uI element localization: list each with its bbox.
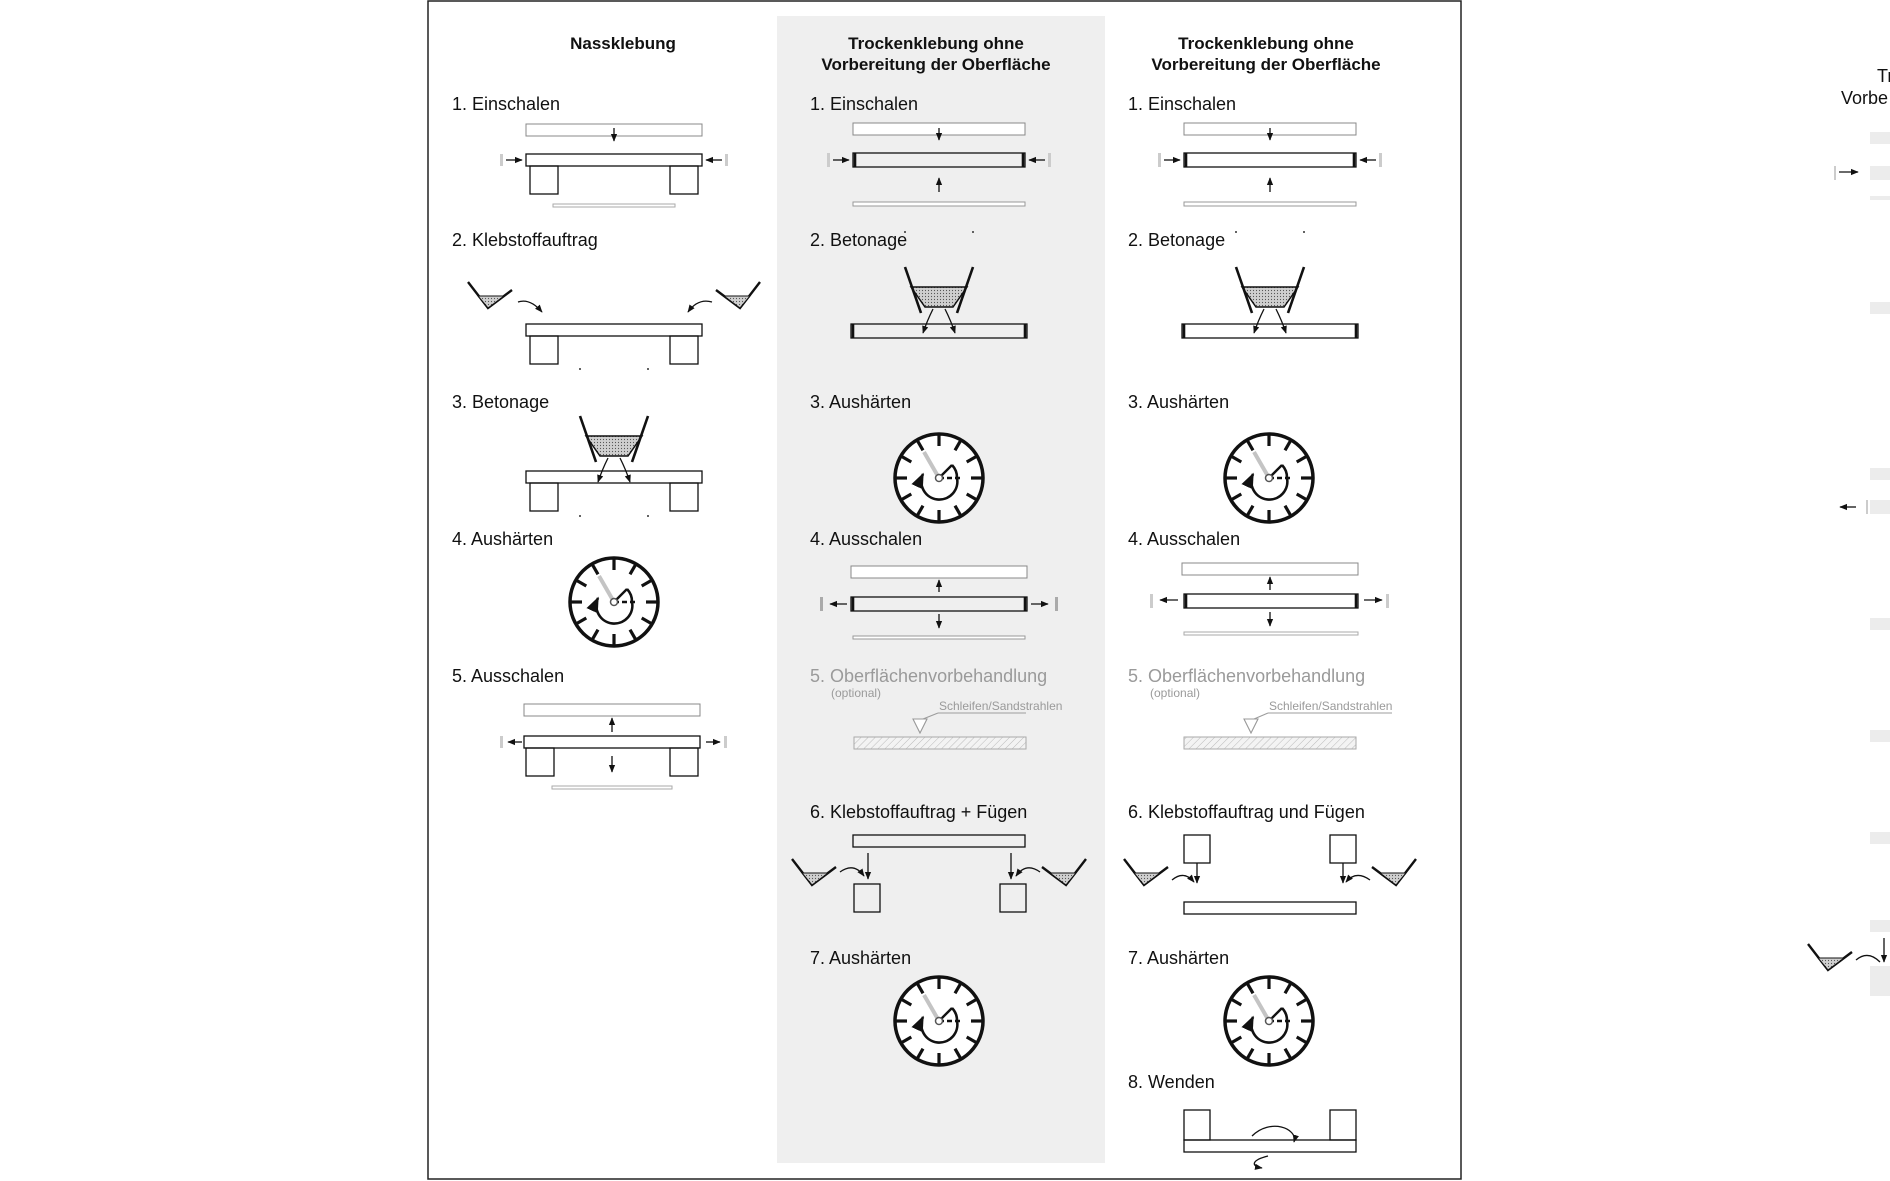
- concrete-pour-icon: [850, 231, 1028, 339]
- step-label: 3. Betonage: [452, 392, 549, 412]
- step-label: 2. Betonage: [810, 230, 907, 250]
- column-title: Nassklebung: [570, 34, 676, 53]
- clock-icon: [1225, 434, 1313, 522]
- step-label: 4. Ausschalen: [1128, 529, 1240, 549]
- step-label: 8. Wenden: [1128, 1072, 1215, 1092]
- flip-icon: [1183, 1109, 1357, 1170]
- step-note: (optional): [1150, 686, 1200, 700]
- cropped-title-line-1: Tr: [1877, 66, 1890, 86]
- column-dry-bonding-b: Trockenklebung ohne Vorbereitung der Obe…: [1122, 34, 1418, 1170]
- highlighted-column-background: [777, 16, 1105, 1163]
- step-label: 3. Aushärten: [1128, 392, 1229, 412]
- adhesive-joining-icon: [1122, 834, 1418, 915]
- step-label: 4. Aushärten: [452, 529, 553, 549]
- column-dry-bonding-a: Trockenklebung ohne Vorbereitung der Obe…: [790, 34, 1088, 1065]
- clock-icon: [895, 434, 983, 522]
- clock-icon: [895, 977, 983, 1065]
- surface-treatment-icon: Schleifen/Sandstrahlen: [1183, 699, 1392, 750]
- concrete-pour-icon: [1181, 231, 1359, 339]
- step-label: 5. Ausschalen: [452, 666, 564, 686]
- step-label: 7. Aushärten: [1128, 948, 1229, 968]
- step-label-muted: 5. Oberflächenvorbehandlung: [1128, 666, 1365, 686]
- adhesive-joining-icon: [790, 834, 1088, 913]
- step-label: 1. Einschalen: [452, 94, 560, 114]
- cropped-column-fragment: Tr Vorbe: [1806, 66, 1890, 996]
- demolding-icon: [820, 565, 1058, 640]
- step-label: 2. Klebstoffauftrag: [452, 230, 598, 250]
- annotation-text: Schleifen/Sandstrahlen: [1269, 699, 1392, 713]
- step-label: 6. Klebstoffauftrag und Fügen: [1128, 802, 1365, 822]
- annotation-text: Schleifen/Sandstrahlen: [939, 699, 1062, 713]
- clock-icon: [570, 558, 658, 646]
- demolding-icon: [1150, 562, 1389, 636]
- column-title-line-1: Trockenklebung ohne: [848, 34, 1024, 53]
- step-label: 1. Einschalen: [810, 94, 918, 114]
- adhesive-buckets-icon: [466, 280, 762, 370]
- surface-treatment-icon: Schleifen/Sandstrahlen: [853, 699, 1062, 750]
- step-note: (optional): [831, 686, 881, 700]
- formwork-on-legs-icon: [500, 123, 728, 208]
- cropped-title-line-2: Vorbe: [1841, 88, 1888, 108]
- column-title-line-1: Trockenklebung ohne: [1178, 34, 1354, 53]
- concrete-pour-icon: [525, 416, 703, 517]
- step-label-muted: 5. Oberflächenvorbehandlung: [810, 666, 1047, 686]
- step-label: 1. Einschalen: [1128, 94, 1236, 114]
- demolding-icon: [500, 703, 727, 790]
- step-label: 7. Aushärten: [810, 948, 911, 968]
- step-label: 4. Ausschalen: [810, 529, 922, 549]
- column-title-line-2: Vorbereitung der Oberfläche: [821, 55, 1050, 74]
- clock-icon: [1225, 977, 1313, 1065]
- column-title-line-2: Vorbereitung der Oberfläche: [1151, 55, 1380, 74]
- column-wet-bonding: Nassklebung 1. Einschalen 2. Klebstoffau…: [452, 34, 762, 790]
- step-label: 6. Klebstoffauftrag + Fügen: [810, 802, 1027, 822]
- step-label: 2. Betonage: [1128, 230, 1225, 250]
- step-label: 3. Aushärten: [810, 392, 911, 412]
